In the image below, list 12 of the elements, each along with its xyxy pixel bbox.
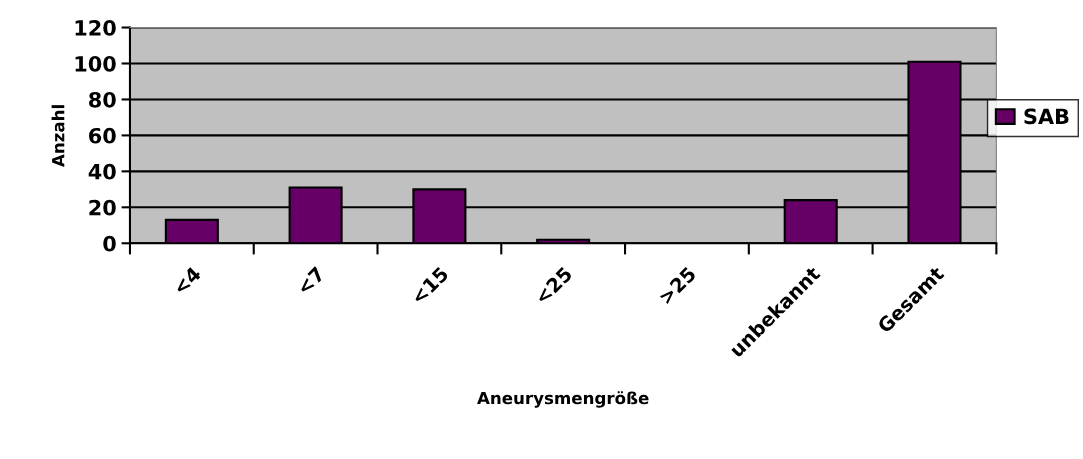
x-axis-title: Aneurysmengröße	[477, 391, 649, 408]
y-tick-label: 40	[88, 163, 116, 180]
x-tick-label: <4	[172, 265, 202, 295]
y-tick-label: 20	[89, 199, 116, 216]
x-tick-label: <7	[296, 266, 325, 295]
y-tick-label: 100	[75, 55, 116, 72]
legend-label: SAB	[1024, 108, 1069, 125]
y-tick-label: 80	[89, 91, 116, 108]
y-tick-label: 120	[75, 19, 116, 36]
y-axis-title: Anzahl	[51, 105, 65, 167]
y-tick-label: 60	[89, 127, 116, 144]
y-tick-label: 0	[103, 235, 116, 252]
